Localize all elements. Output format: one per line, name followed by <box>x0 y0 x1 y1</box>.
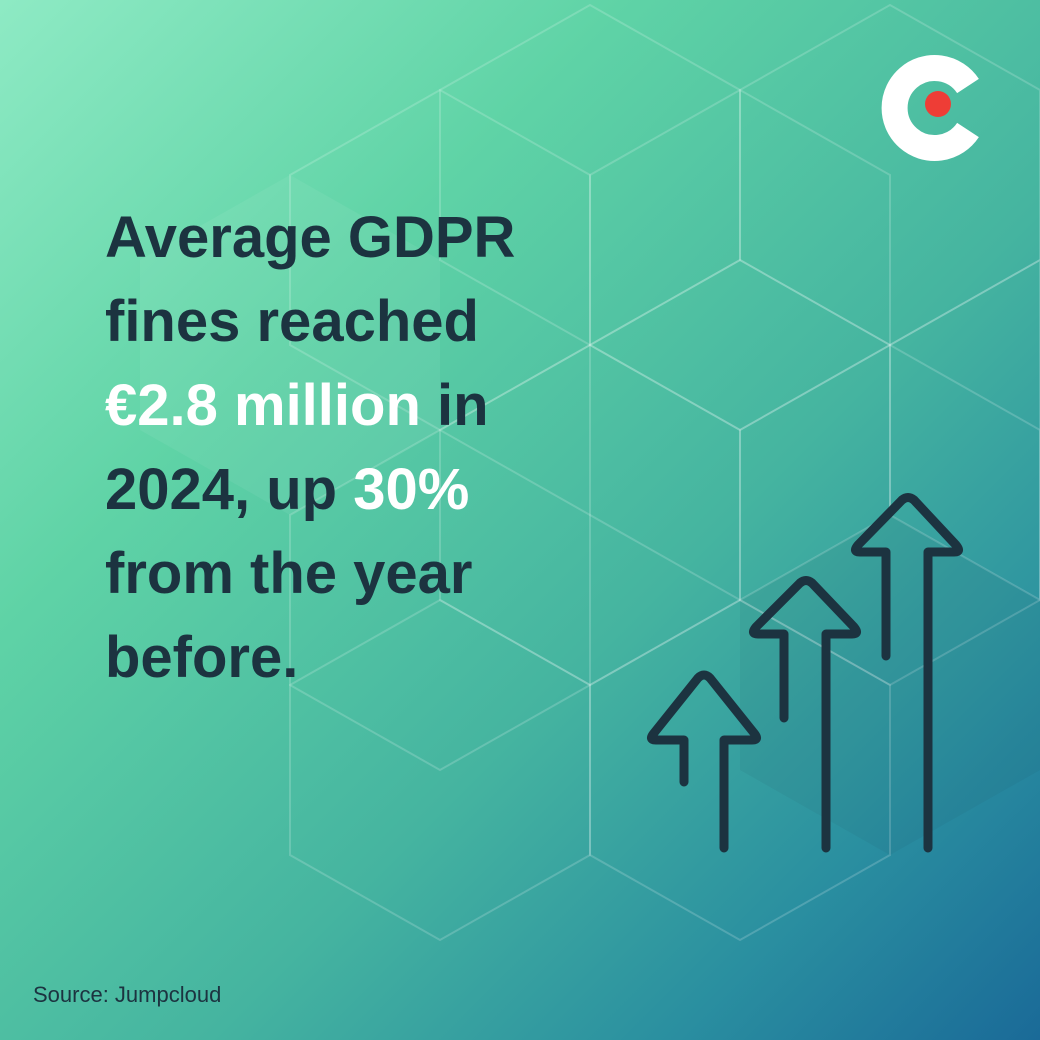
headline-line: fines reached <box>105 280 515 364</box>
headline-line: 2024, up 30% <box>105 448 515 532</box>
headline: Average GDPR fines reached €2.8 million in… <box>105 196 515 700</box>
headline-line: from the year <box>105 532 515 616</box>
headline-text: Average GDPR <box>105 205 516 270</box>
headline-text: fines reached <box>105 289 479 354</box>
source: Source: Jumpcloud <box>33 982 222 1007</box>
arrows-icon <box>646 493 964 853</box>
hexagon-grid <box>289 3 1040 942</box>
headline-text: 2024, up <box>105 457 354 522</box>
hexagon-fill <box>740 515 1040 855</box>
headline-text: from the year <box>105 541 473 606</box>
headline-line: Average GDPR <box>105 196 515 280</box>
headline-highlight: 30% <box>353 457 470 522</box>
headline-text: in <box>420 373 489 438</box>
headline-line: €2.8 million in <box>105 364 515 448</box>
headline-line: before. <box>105 616 515 700</box>
headline-text: before. <box>105 625 299 690</box>
logo <box>881 55 979 161</box>
hexagon-fill <box>140 175 440 515</box>
headline-highlight: €2.8 million <box>105 373 421 438</box>
